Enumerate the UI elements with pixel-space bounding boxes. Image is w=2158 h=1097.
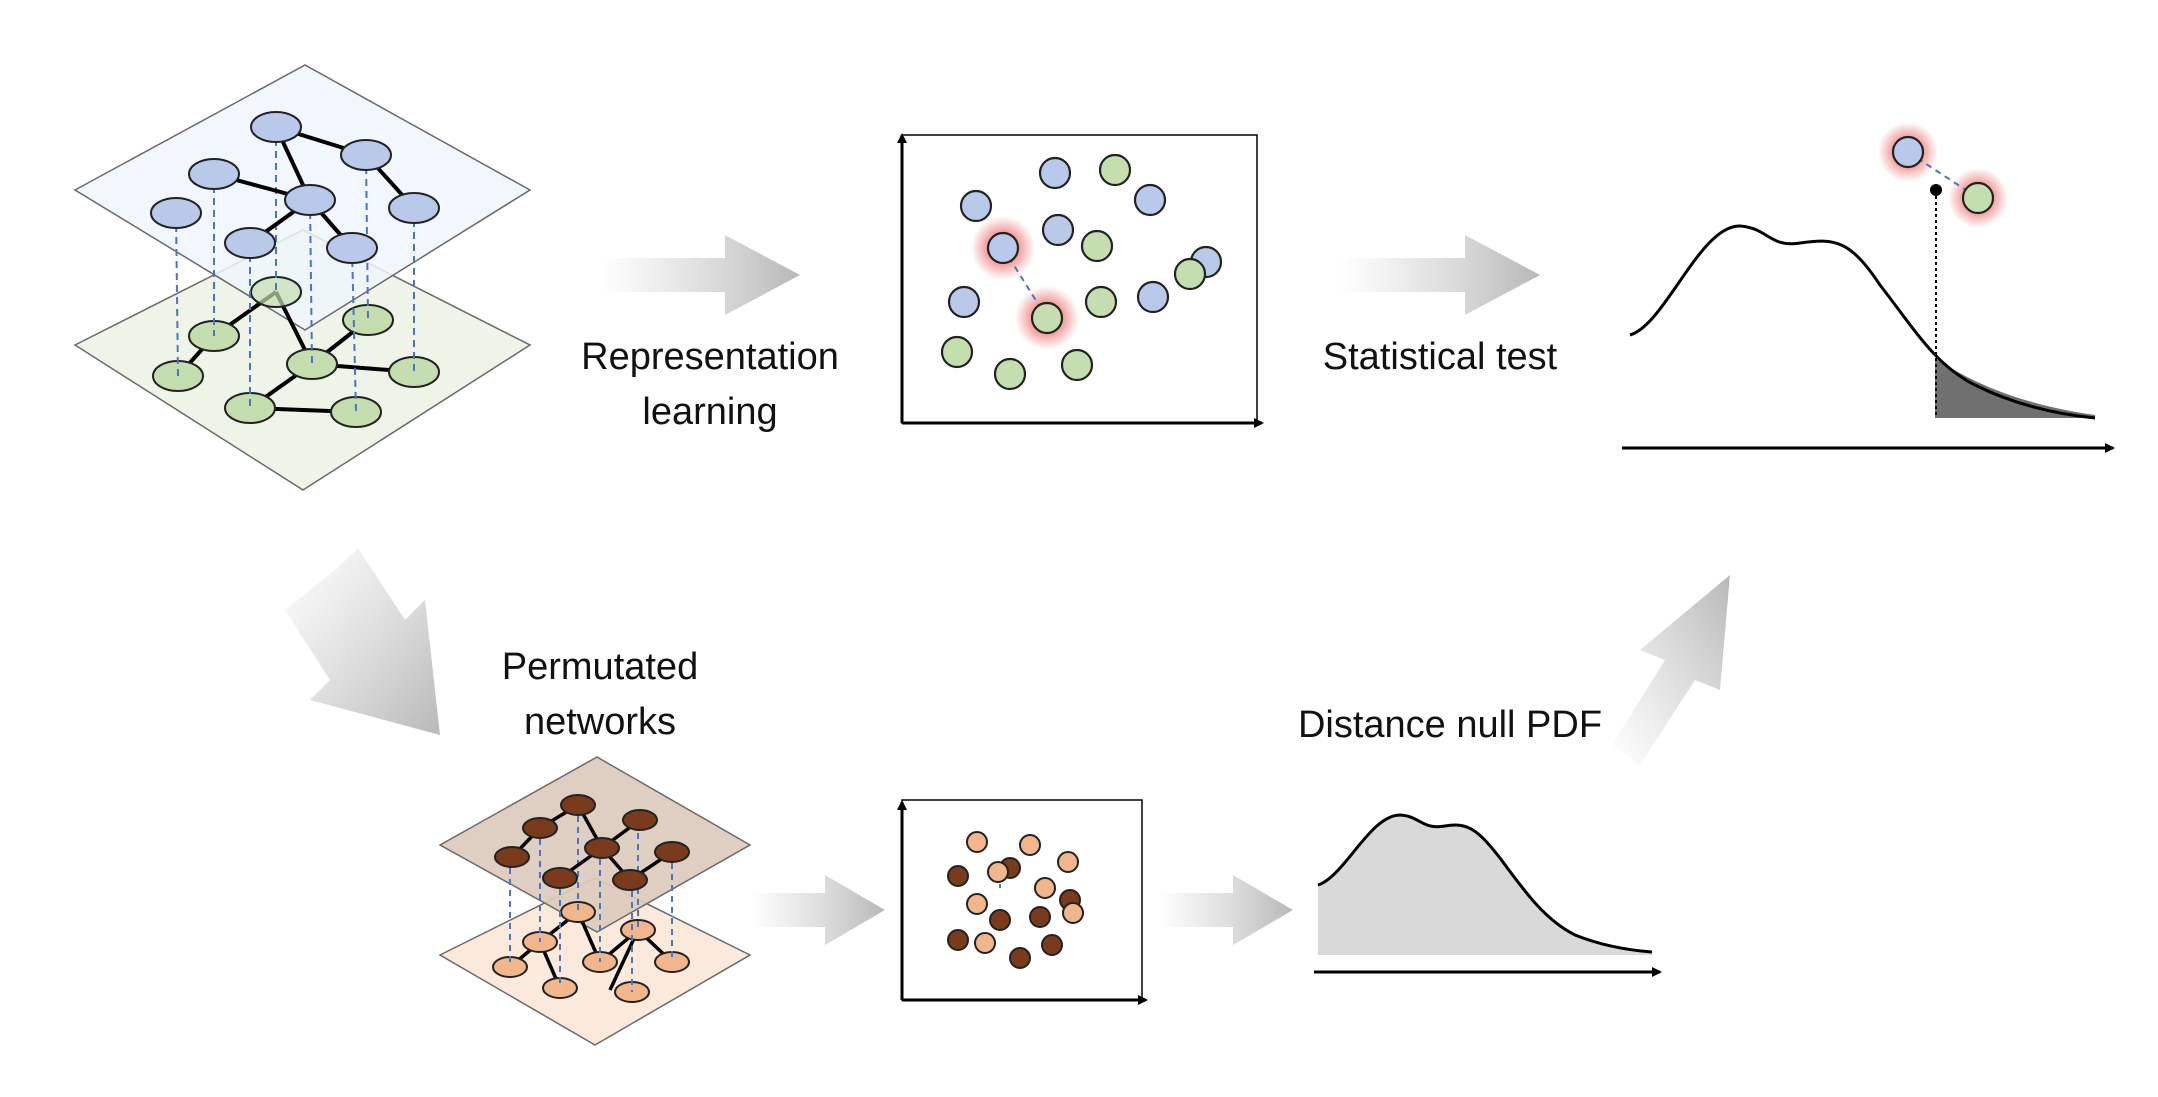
permutated-network-icon — [438, 756, 752, 1046]
representation-learning-label: Representation learning — [545, 330, 875, 440]
arrow-null-pdf — [1158, 875, 1293, 945]
representation-label-line2: learning — [642, 391, 778, 433]
density-curve-icon — [1622, 122, 2115, 453]
arrow-to-test — [1612, 575, 1730, 765]
permutated-label-line2: networks — [523, 701, 677, 743]
arrow-permutation — [285, 548, 440, 735]
distance-null-pdf-label: Distance null PDF — [1297, 704, 1603, 746]
statistical-test-label: Statistical test — [1322, 336, 1558, 378]
representation-label-line1: Representation — [581, 336, 839, 378]
null-scatter-icon — [897, 799, 1148, 1005]
multiplex-network-icon — [73, 64, 532, 491]
arrow-representation — [600, 235, 800, 315]
arrow-statistical — [1340, 235, 1540, 315]
flow-arrows — [285, 235, 1730, 945]
embedding-scatter-icon — [897, 133, 1264, 428]
arrow-perm-scatter — [750, 875, 885, 945]
permutated-networks-label: Permutated networks — [440, 640, 760, 750]
null-pdf-icon — [1314, 813, 1662, 977]
permutated-label-line1: Permutated — [501, 646, 699, 688]
